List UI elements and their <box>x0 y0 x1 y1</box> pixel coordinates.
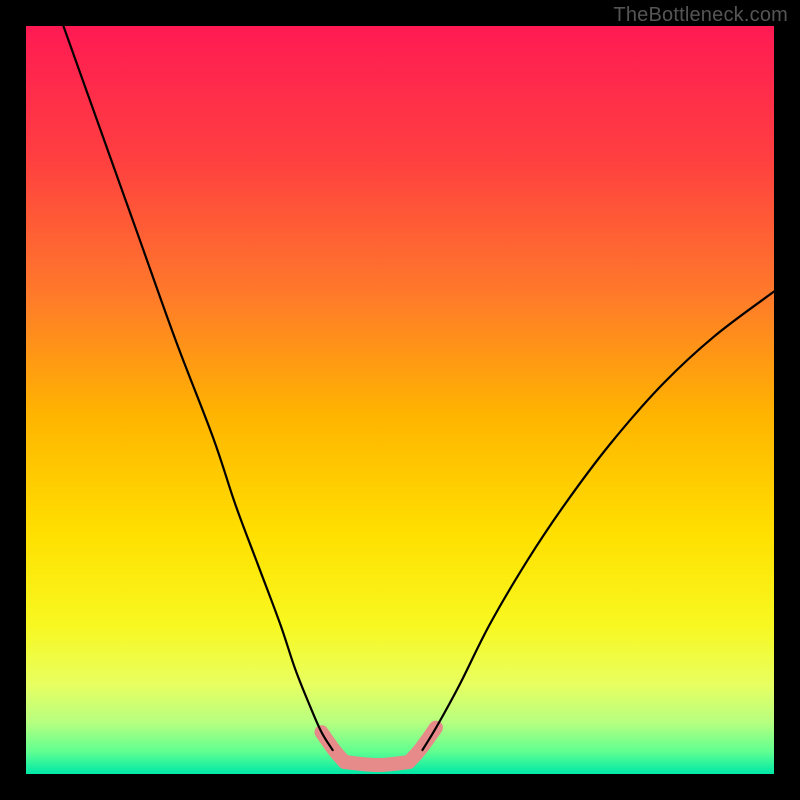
chart-root: TheBottleneck.com <box>0 0 800 800</box>
watermark-text: TheBottleneck.com <box>613 4 788 27</box>
plot-area <box>26 26 774 774</box>
plot-background <box>26 26 774 774</box>
plot-svg <box>26 26 774 774</box>
accent-segment-1 <box>345 762 409 765</box>
